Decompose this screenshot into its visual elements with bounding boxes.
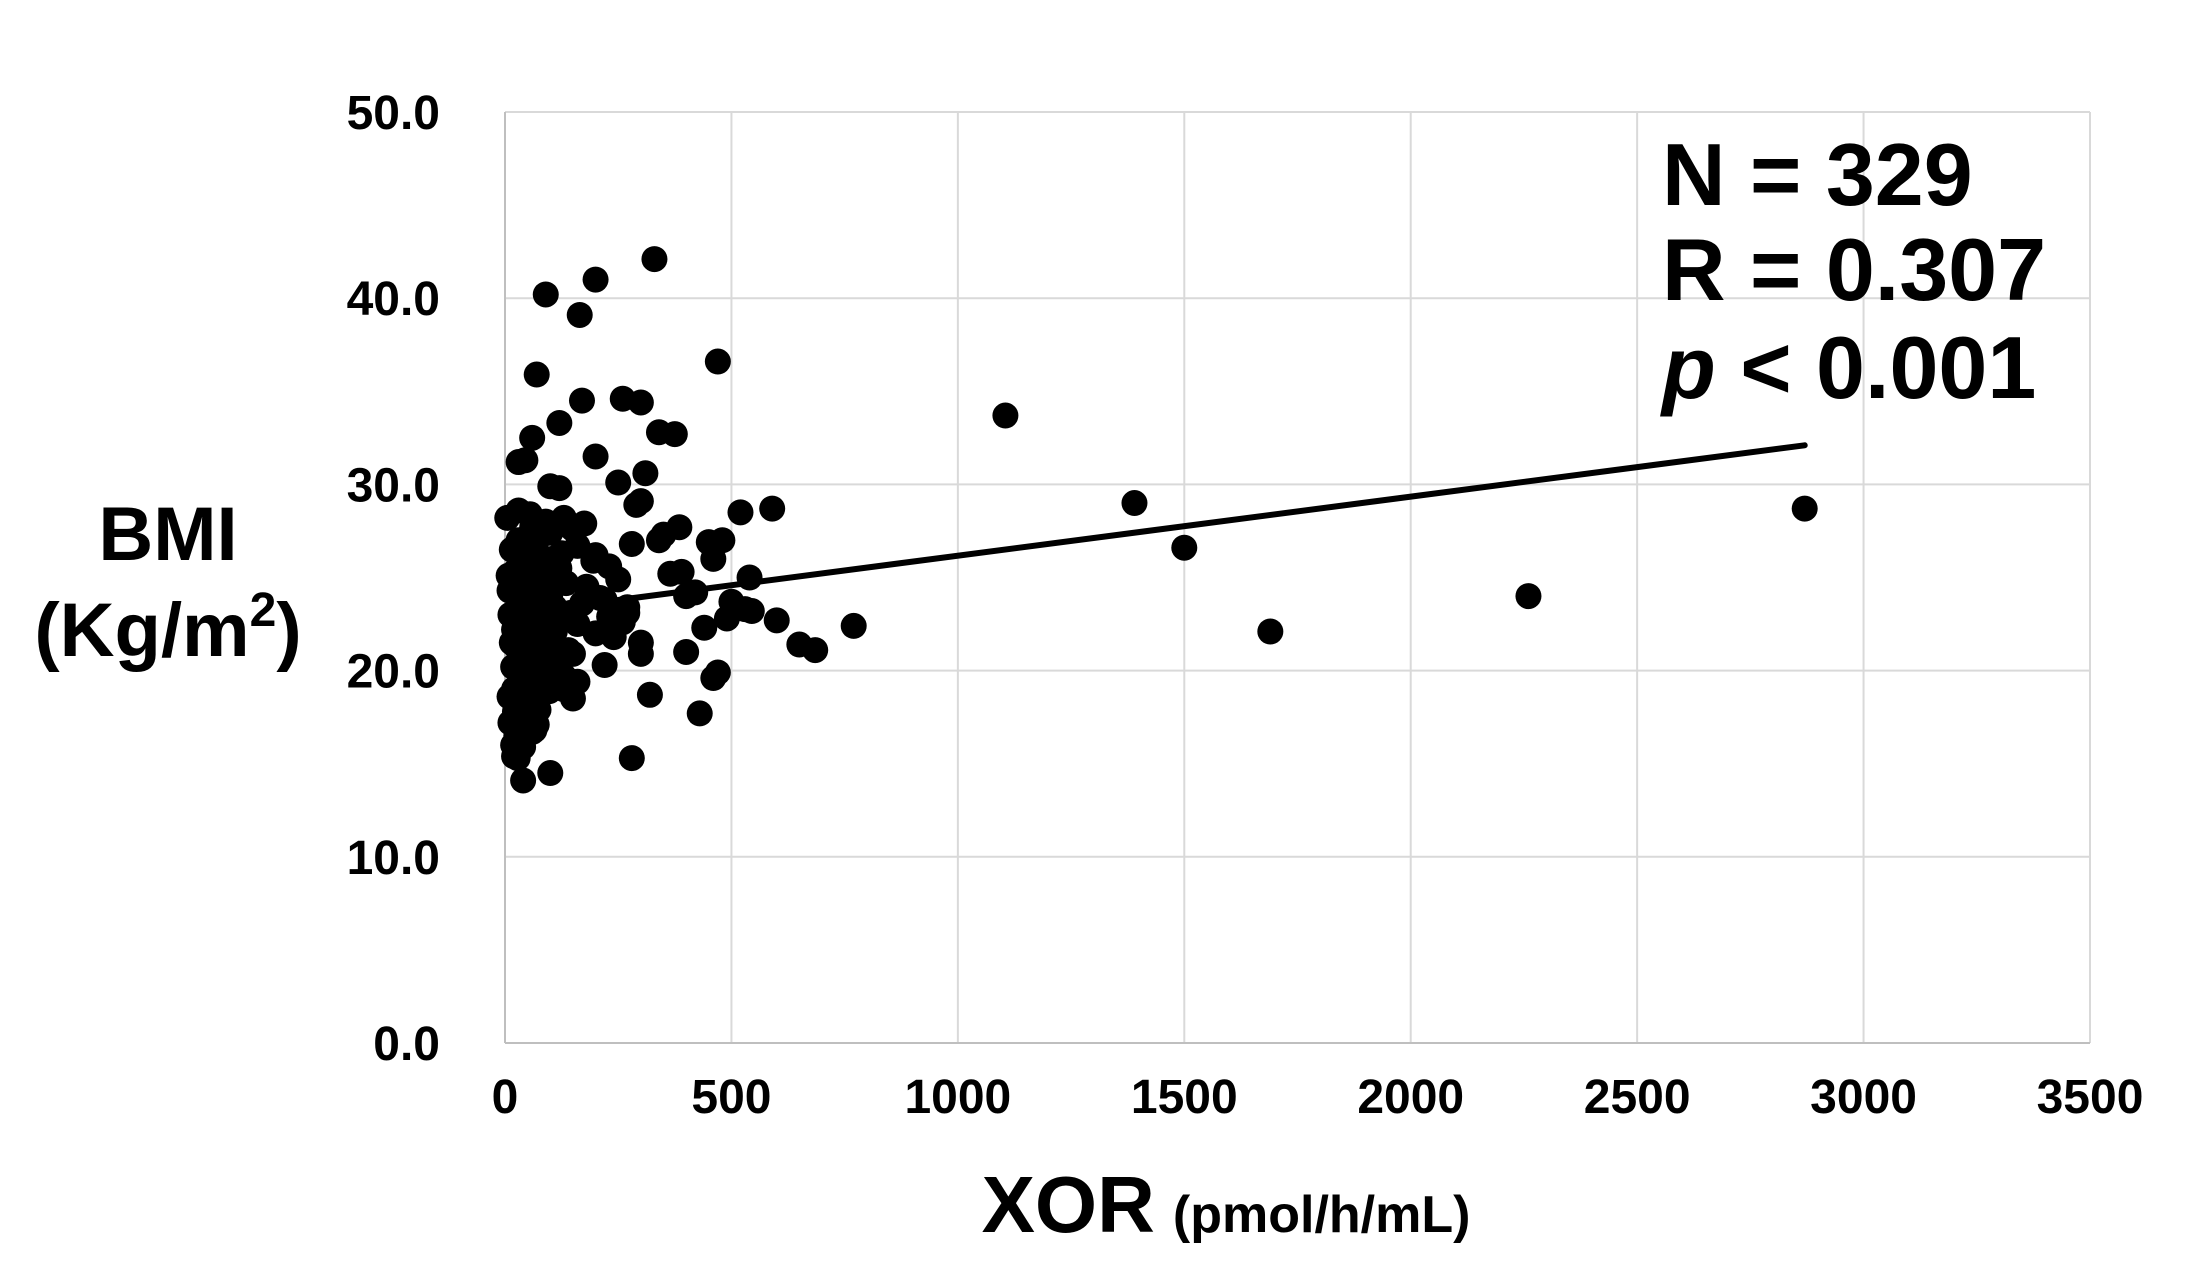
data-point: [1171, 534, 1198, 561]
data-point: [691, 614, 718, 641]
data-point: [523, 361, 550, 388]
data-point: [727, 499, 754, 526]
grid-lines: [505, 111, 2091, 1043]
data-point: [510, 767, 537, 794]
data-points: [494, 246, 1818, 794]
data-point: [763, 607, 790, 634]
data-point: [738, 598, 765, 625]
x-axis-label-main: XOR: [982, 1160, 1155, 1249]
data-point: [673, 638, 700, 665]
y-axis-label-line2: (Kg/m2): [34, 584, 301, 673]
data-point: [627, 389, 654, 416]
data-point: [559, 685, 586, 712]
y-tick-label: 50.0: [347, 87, 440, 140]
x-axis-label-unit: (pmol/h/mL): [1173, 1186, 1471, 1244]
data-point: [532, 281, 559, 308]
data-point: [1515, 583, 1542, 610]
data-point: [627, 640, 654, 667]
trend-line: [502, 442, 1808, 618]
data-point: [582, 266, 609, 293]
x-tick-label: 2500: [1584, 1071, 1691, 1124]
data-point: [1121, 490, 1148, 517]
y-tick-label: 10.0: [347, 832, 440, 885]
y-axis-label-superscript: 2: [250, 584, 277, 637]
data-point: [661, 421, 688, 448]
data-point: [546, 475, 573, 502]
data-point: [700, 665, 727, 692]
data-point: [1791, 495, 1818, 522]
data-point: [501, 743, 528, 770]
data-point: [605, 469, 632, 496]
data-point: [627, 488, 654, 515]
data-point: [713, 605, 740, 632]
data-point: [519, 424, 546, 451]
annotation-n: N = 329: [1662, 125, 1973, 224]
annotation-p-symbol: p: [1660, 318, 1716, 417]
y-tick-label: 30.0: [347, 459, 440, 512]
data-point: [1257, 618, 1284, 645]
data-point: [555, 638, 582, 665]
data-point: [645, 527, 672, 554]
data-point: [618, 745, 645, 772]
y-tick-label: 20.0: [347, 646, 440, 699]
data-point: [546, 555, 573, 582]
data-point: [636, 681, 663, 708]
annotation-p-value: < 0.001: [1716, 318, 2037, 417]
data-point: [580, 547, 607, 574]
data-point: [582, 443, 609, 470]
x-axis-label: XOR (pmol/h/mL): [982, 1160, 1471, 1249]
data-point: [802, 637, 829, 664]
data-point: [519, 514, 546, 541]
data-point: [520, 644, 547, 671]
data-point: [541, 618, 568, 645]
data-point: [992, 402, 1019, 429]
data-point: [700, 545, 727, 572]
data-point: [605, 566, 632, 593]
data-point: [512, 447, 539, 474]
data-point: [546, 409, 573, 436]
x-tick-label: 2000: [1357, 1071, 1464, 1124]
data-point: [568, 387, 595, 414]
data-point: [704, 348, 731, 375]
y-tick-labels: 0.0 10.0 20.0 30.0 40.0 50.0: [347, 87, 440, 1071]
annotation-r: R = 0.307: [1662, 220, 2046, 319]
data-point: [523, 564, 550, 591]
data-point: [537, 760, 564, 787]
y-tick-label: 40.0: [347, 273, 440, 326]
data-point: [618, 530, 645, 557]
data-point: [632, 460, 659, 487]
x-tick-label: 0: [492, 1071, 519, 1124]
data-point: [559, 516, 586, 543]
x-tick-label: 500: [691, 1071, 771, 1124]
y-axis-label-line1: BMI: [98, 492, 237, 577]
x-tick-labels: 0 500 1000 1500 2000 2500 3000 3500: [492, 1071, 2144, 1124]
data-point: [759, 495, 786, 522]
data-point: [657, 560, 684, 587]
x-tick-label: 1000: [904, 1071, 1011, 1124]
y-tick-label: 0.0: [373, 1018, 440, 1071]
x-tick-label: 3500: [2037, 1071, 2144, 1124]
x-tick-label: 3000: [1810, 1071, 1917, 1124]
data-point: [566, 301, 593, 328]
x-tick-label: 1500: [1131, 1071, 1238, 1124]
annotation-p: p < 0.001: [1660, 318, 2036, 417]
data-point: [641, 246, 668, 273]
data-point: [840, 612, 867, 639]
data-point: [591, 652, 618, 679]
data-point: [614, 599, 641, 626]
data-point: [686, 700, 713, 727]
